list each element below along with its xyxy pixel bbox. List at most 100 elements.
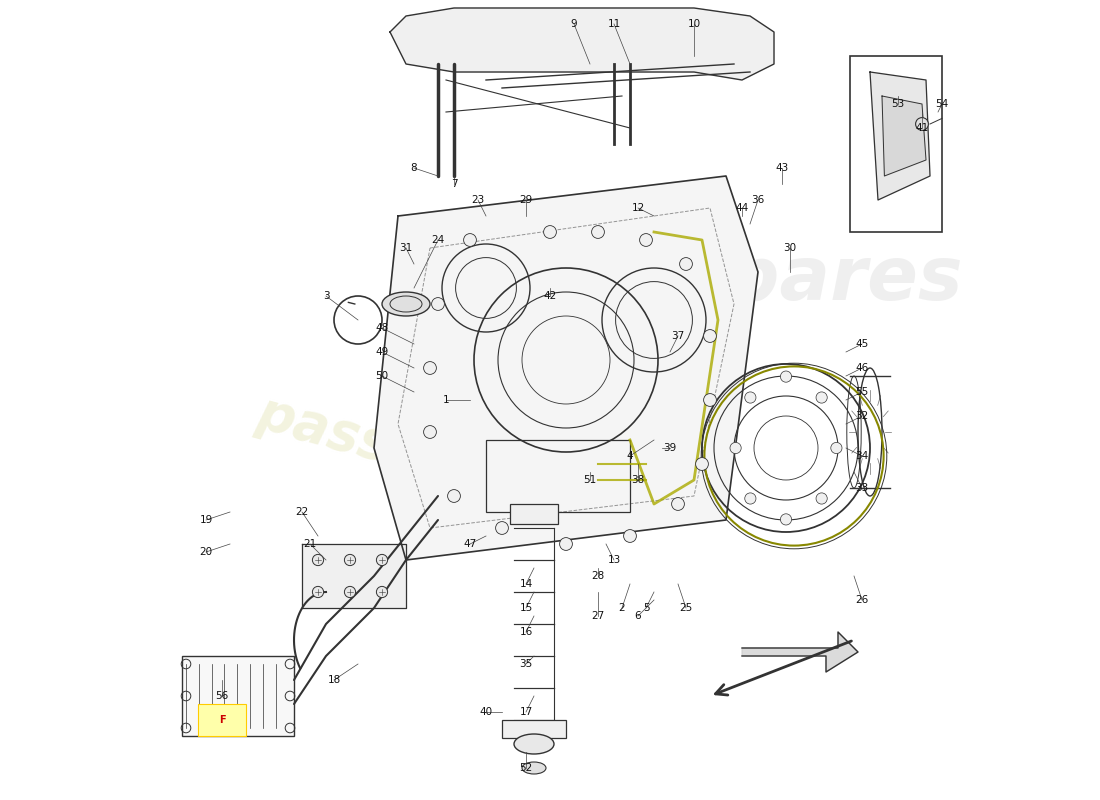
Text: 9: 9 xyxy=(571,19,578,29)
Circle shape xyxy=(431,298,444,310)
Text: 55: 55 xyxy=(856,387,869,397)
Text: 35: 35 xyxy=(519,659,532,669)
Circle shape xyxy=(624,530,637,542)
Polygon shape xyxy=(302,544,406,608)
Circle shape xyxy=(496,522,508,534)
Text: 24: 24 xyxy=(431,235,444,245)
Text: 15: 15 xyxy=(519,603,532,613)
Text: 10: 10 xyxy=(688,19,701,29)
Text: 56: 56 xyxy=(216,691,229,701)
Ellipse shape xyxy=(514,734,554,754)
Circle shape xyxy=(745,392,756,403)
Circle shape xyxy=(592,226,604,238)
Text: 44: 44 xyxy=(736,203,749,213)
Text: 3: 3 xyxy=(322,291,329,301)
Circle shape xyxy=(780,371,792,382)
Circle shape xyxy=(704,394,716,406)
Text: 1: 1 xyxy=(442,395,449,405)
Circle shape xyxy=(672,498,684,510)
Circle shape xyxy=(463,234,476,246)
Text: 18: 18 xyxy=(328,675,341,685)
Circle shape xyxy=(344,586,355,598)
Circle shape xyxy=(376,586,387,598)
Ellipse shape xyxy=(382,292,430,316)
Text: 47: 47 xyxy=(463,539,476,549)
Text: 22: 22 xyxy=(296,507,309,517)
Text: 34: 34 xyxy=(856,451,869,461)
Text: 33: 33 xyxy=(856,483,869,493)
Text: 30: 30 xyxy=(783,243,796,253)
Text: 53: 53 xyxy=(891,99,904,109)
Circle shape xyxy=(915,118,928,130)
Polygon shape xyxy=(882,96,926,176)
Text: 36: 36 xyxy=(751,195,764,205)
Circle shape xyxy=(312,554,323,566)
Text: 52: 52 xyxy=(519,763,532,773)
Circle shape xyxy=(376,554,387,566)
Text: 28: 28 xyxy=(592,571,605,581)
Text: 23: 23 xyxy=(472,195,485,205)
Text: 48: 48 xyxy=(375,323,388,333)
Bar xyxy=(850,56,942,232)
Text: 31: 31 xyxy=(399,243,412,253)
Text: 32: 32 xyxy=(856,411,869,421)
Text: 27: 27 xyxy=(592,611,605,621)
Bar xyxy=(198,704,246,736)
Text: 2: 2 xyxy=(618,603,625,613)
Text: 5: 5 xyxy=(642,603,649,613)
Bar xyxy=(502,720,566,738)
Polygon shape xyxy=(390,8,774,80)
Circle shape xyxy=(448,490,461,502)
Text: 51: 51 xyxy=(583,475,596,485)
Circle shape xyxy=(424,362,437,374)
Text: 16: 16 xyxy=(519,627,532,637)
Circle shape xyxy=(830,442,842,454)
Text: 21: 21 xyxy=(304,539,317,549)
Text: 6: 6 xyxy=(635,611,641,621)
Circle shape xyxy=(560,538,572,550)
Text: 45: 45 xyxy=(856,339,869,349)
Text: 14: 14 xyxy=(519,579,532,589)
Text: 13: 13 xyxy=(607,555,620,565)
Circle shape xyxy=(639,234,652,246)
Text: 54: 54 xyxy=(935,99,948,109)
Text: 8: 8 xyxy=(410,163,417,173)
Circle shape xyxy=(730,442,741,454)
Bar xyxy=(510,504,558,524)
Polygon shape xyxy=(742,632,858,672)
Text: 38: 38 xyxy=(631,475,645,485)
Text: 39: 39 xyxy=(663,443,676,453)
Text: 50: 50 xyxy=(375,371,388,381)
Text: 29: 29 xyxy=(519,195,532,205)
Polygon shape xyxy=(374,176,758,560)
Text: 17: 17 xyxy=(519,707,532,717)
Text: 12: 12 xyxy=(631,203,645,213)
Bar xyxy=(182,656,294,736)
Circle shape xyxy=(745,493,756,504)
Text: 19: 19 xyxy=(199,515,212,525)
Circle shape xyxy=(780,514,792,525)
Ellipse shape xyxy=(522,762,546,774)
Text: 37: 37 xyxy=(671,331,684,341)
Bar xyxy=(486,440,630,512)
Text: 40: 40 xyxy=(480,707,493,717)
Polygon shape xyxy=(870,72,930,200)
Text: 4: 4 xyxy=(627,451,634,461)
Circle shape xyxy=(344,554,355,566)
Text: F: F xyxy=(219,715,225,725)
Text: 20: 20 xyxy=(199,547,212,557)
Text: 41: 41 xyxy=(915,123,928,133)
Text: 43: 43 xyxy=(776,163,789,173)
Circle shape xyxy=(816,493,827,504)
Text: 25: 25 xyxy=(680,603,693,613)
Circle shape xyxy=(424,426,437,438)
Circle shape xyxy=(312,586,323,598)
Text: 46: 46 xyxy=(856,363,869,373)
Circle shape xyxy=(816,392,827,403)
Text: passion for85: passion for85 xyxy=(252,386,657,542)
Circle shape xyxy=(695,458,708,470)
Text: 11: 11 xyxy=(607,19,620,29)
Circle shape xyxy=(543,226,557,238)
Circle shape xyxy=(704,330,716,342)
Text: 42: 42 xyxy=(543,291,557,301)
